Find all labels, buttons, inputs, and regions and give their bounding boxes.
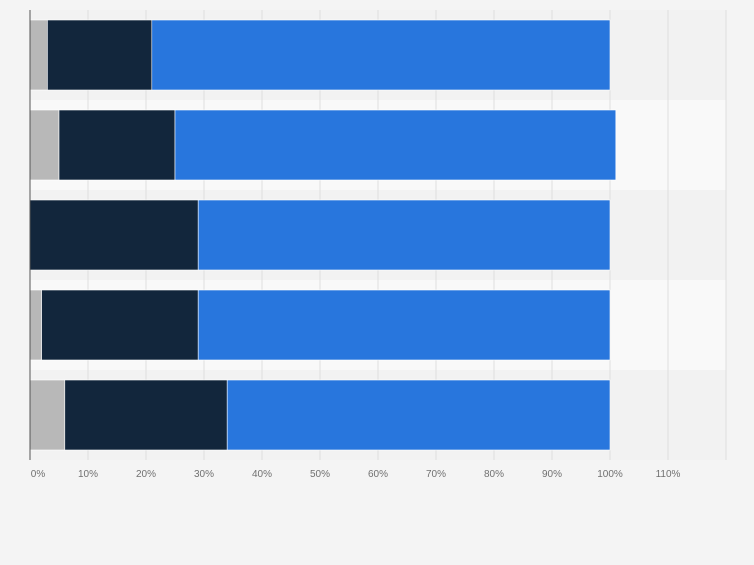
x-tick-label: 10% [78,469,98,480]
bar-segment-2[interactable] [29,199,199,271]
bar-segment-3[interactable] [197,289,611,361]
x-tick-label: 70% [426,469,446,480]
x-tick-label: 0% [31,469,46,480]
bar-segment-1[interactable] [29,289,42,361]
x-tick-labels: 0% 10% 20% 30% 40% 50% 60% 70% 80% 90% 100% 110% [31,469,681,480]
bar-segment-3[interactable] [197,199,611,271]
x-tick-label: 110% [656,469,681,480]
bar-segment-2[interactable] [58,109,176,181]
bar-segment-2[interactable] [41,289,199,361]
bar-segment-1[interactable] [29,19,48,91]
x-tick-label: 80% [484,469,504,480]
bar-segment-2[interactable] [47,19,153,91]
bar-segment-1[interactable] [29,109,60,181]
bar-segment-3[interactable] [174,109,617,181]
x-tick-label: 50% [310,469,330,480]
x-tick-label: 100% [597,469,623,480]
bar-segment-3[interactable] [226,379,611,451]
x-tick-label: 60% [368,469,388,480]
x-tick-label: 90% [542,469,562,480]
x-tick-label: 20% [136,469,156,480]
x-tick-label: 30% [194,469,214,480]
bar-segments [29,19,617,451]
x-tick-label: 40% [252,469,272,480]
bar-segment-3[interactable] [151,19,611,91]
bar-segment-1[interactable] [29,379,66,451]
bar-segment-2[interactable] [64,379,228,451]
